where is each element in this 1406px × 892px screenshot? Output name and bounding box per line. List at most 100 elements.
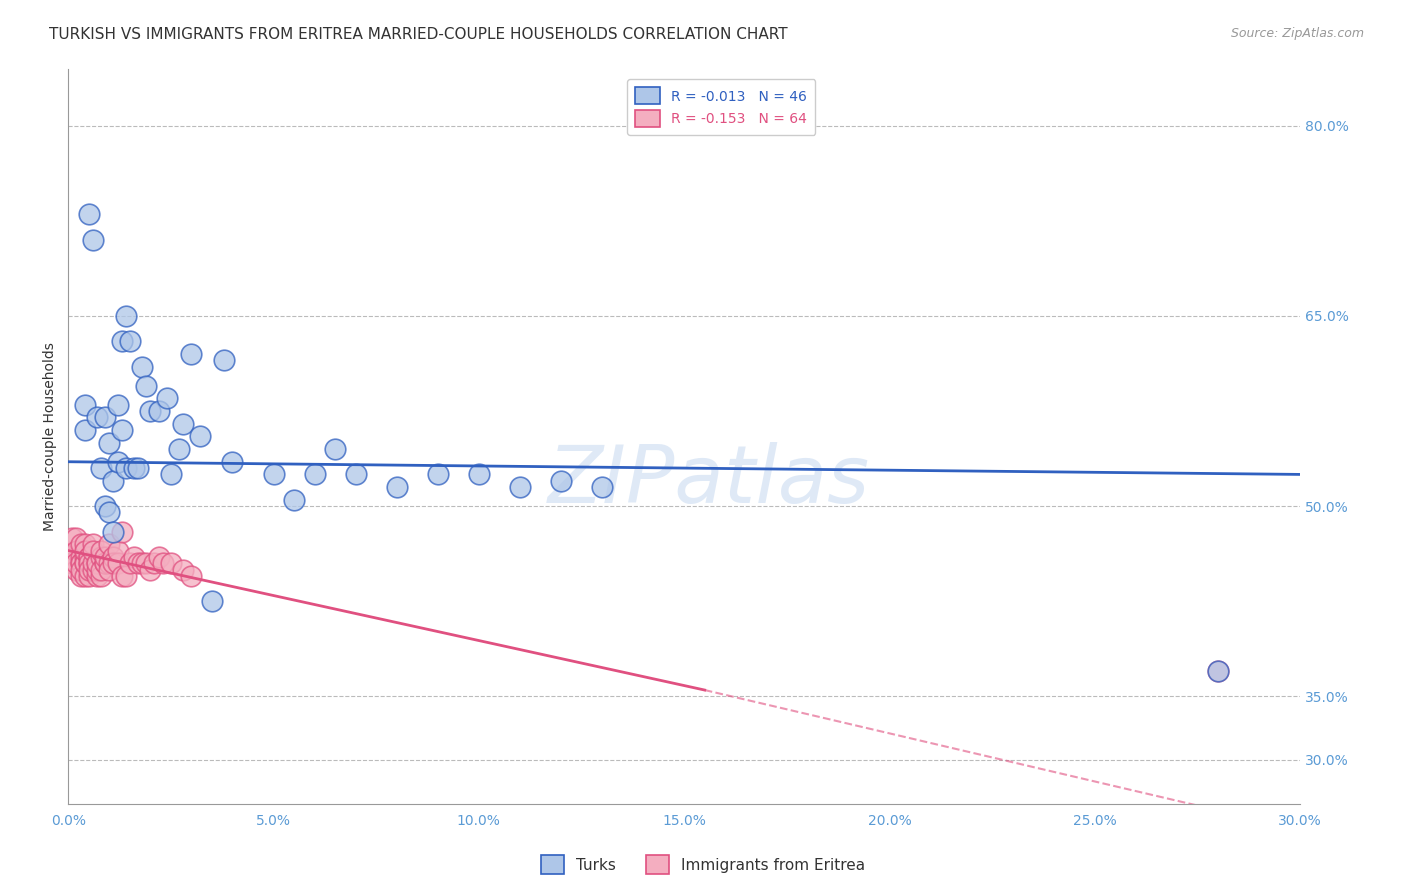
Point [86, 569, 108, 583]
Point [65, 543, 87, 558]
Point [114, 309, 136, 323]
Point [110, 334, 132, 349]
Point [82, 233, 104, 247]
Point [118, 334, 141, 349]
Point [98, 435, 121, 450]
Point [82, 563, 104, 577]
Point [60, 556, 83, 570]
Point [122, 549, 145, 564]
Legend: R = -0.013   N = 46, R = -0.153   N = 64: R = -0.013 N = 46, R = -0.153 N = 64 [627, 79, 815, 136]
Point [60, 531, 83, 545]
Point [94, 556, 117, 570]
Point [131, 359, 153, 374]
Point [86, 410, 108, 425]
Point [90, 461, 112, 475]
Point [90, 543, 112, 558]
Point [94, 410, 117, 425]
Point [139, 563, 162, 577]
Point [73, 569, 96, 583]
Point [426, 467, 449, 482]
Point [77, 207, 100, 221]
Point [135, 556, 157, 570]
Point [156, 392, 179, 406]
Point [172, 417, 194, 431]
Point [591, 480, 613, 494]
Point [344, 467, 367, 482]
Point [201, 594, 224, 608]
Point [73, 537, 96, 551]
Point [139, 404, 162, 418]
Point [107, 556, 129, 570]
Point [94, 549, 117, 564]
Point [114, 569, 136, 583]
Point [77, 549, 100, 564]
Point [114, 461, 136, 475]
Point [110, 569, 132, 583]
Point [131, 556, 153, 570]
Point [304, 467, 326, 482]
Point [77, 569, 100, 583]
Point [214, 353, 236, 368]
Point [135, 378, 157, 392]
Point [180, 347, 202, 361]
Point [98, 537, 121, 551]
Point [90, 549, 112, 564]
Point [148, 549, 170, 564]
Point [69, 556, 91, 570]
Point [77, 556, 100, 570]
Point [69, 549, 91, 564]
Point [90, 569, 112, 583]
Point [118, 556, 141, 570]
Point [65, 531, 87, 545]
Point [172, 563, 194, 577]
Point [152, 556, 174, 570]
Point [73, 423, 96, 437]
Point [468, 467, 491, 482]
Point [69, 569, 91, 583]
Point [1206, 664, 1229, 678]
Point [94, 499, 117, 513]
Legend: Turks, Immigrants from Eritrea: Turks, Immigrants from Eritrea [534, 849, 872, 880]
Point [188, 429, 211, 443]
Point [221, 455, 243, 469]
Point [90, 563, 112, 577]
Point [73, 549, 96, 564]
Point [107, 543, 129, 558]
Point [122, 461, 145, 475]
Point [77, 563, 100, 577]
Point [110, 423, 132, 437]
Point [77, 556, 100, 570]
Point [283, 492, 305, 507]
Text: TURKISH VS IMMIGRANTS FROM ERITREA MARRIED-COUPLE HOUSEHOLDS CORRELATION CHART: TURKISH VS IMMIGRANTS FROM ERITREA MARRI… [49, 27, 787, 42]
Point [143, 556, 166, 570]
Point [127, 556, 149, 570]
Point [103, 549, 125, 564]
Point [148, 404, 170, 418]
Point [160, 556, 183, 570]
Point [160, 467, 183, 482]
Point [107, 455, 129, 469]
Point [110, 524, 132, 539]
Point [69, 563, 91, 577]
Point [82, 537, 104, 551]
Point [180, 569, 202, 583]
Point [82, 556, 104, 570]
Point [107, 398, 129, 412]
Y-axis label: Married-couple Households: Married-couple Households [44, 342, 58, 531]
Point [98, 506, 121, 520]
Point [77, 549, 100, 564]
Point [82, 543, 104, 558]
Point [385, 480, 408, 494]
Point [86, 556, 108, 570]
Point [73, 556, 96, 570]
Point [509, 480, 531, 494]
Point [69, 556, 91, 570]
Point [73, 543, 96, 558]
Point [69, 537, 91, 551]
Point [94, 556, 117, 570]
Point [65, 563, 87, 577]
Point [60, 543, 83, 558]
Point [103, 524, 125, 539]
Point [73, 398, 96, 412]
Point [73, 556, 96, 570]
